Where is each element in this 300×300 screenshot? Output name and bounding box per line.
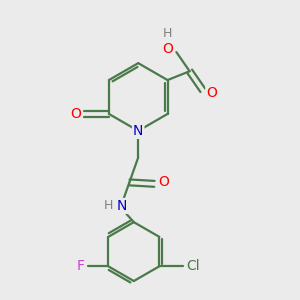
Text: O: O (158, 176, 169, 189)
Text: H: H (163, 27, 172, 40)
Text: Cl: Cl (186, 259, 200, 273)
Text: N: N (133, 124, 143, 138)
Text: N: N (117, 199, 127, 213)
Text: H: H (103, 200, 113, 212)
Text: O: O (70, 107, 81, 121)
Text: O: O (162, 42, 173, 56)
Text: O: O (206, 86, 217, 100)
Text: F: F (76, 259, 84, 273)
